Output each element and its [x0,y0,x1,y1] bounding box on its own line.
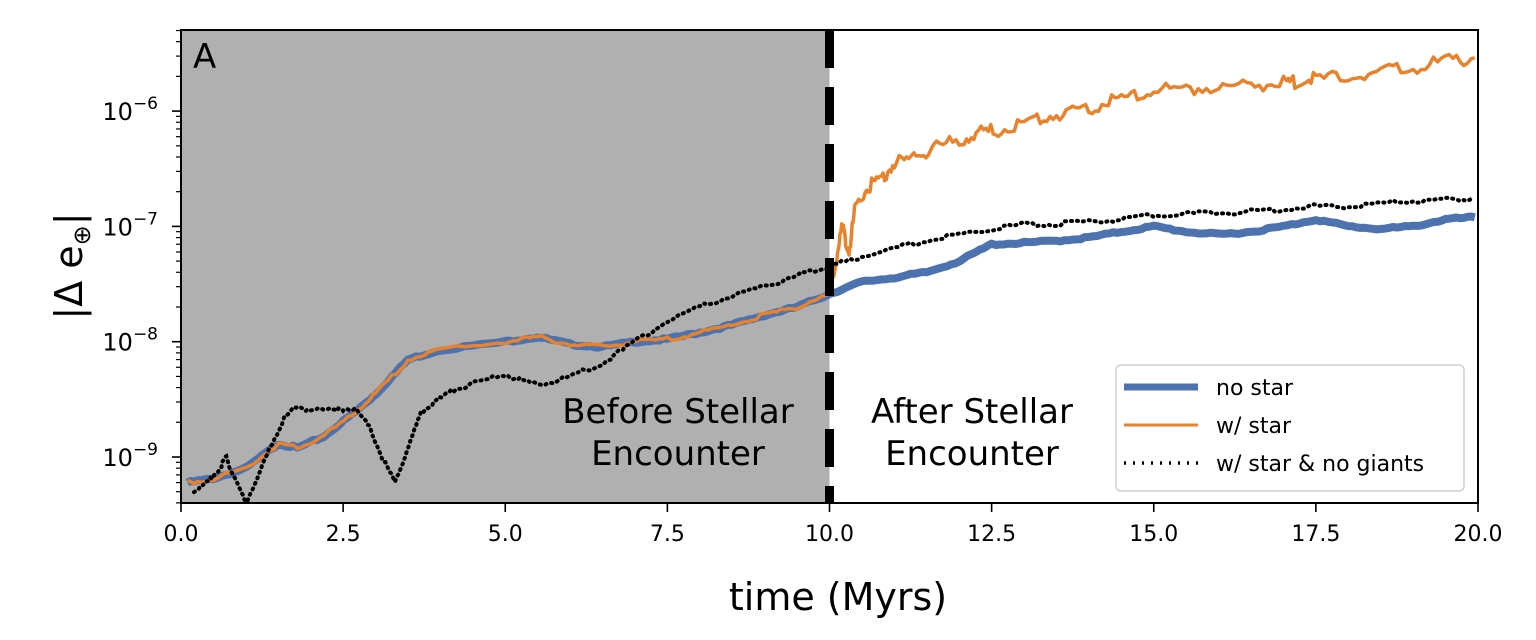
y-tick-label: 10−6 [102,94,158,126]
x-axis-label: time (Myrs) [729,575,947,619]
w-star-no-giants-series-line [192,195,1477,503]
panel-label: A [193,37,216,77]
y-axis: 10−9 10−8 10−7 10−6 [102,29,181,504]
x-tick-label: 15.0 [1129,522,1178,547]
y-axis-label: |Δ e⊕| [47,212,96,319]
after-encounter-label: After Stellar Encounter [871,392,1073,474]
x-tick-label: 17.5 [1291,522,1340,547]
x-tick-label: 7.5 [650,522,685,547]
before-encounter-shaded-region [181,30,830,503]
x-tick-label: 5.0 [488,522,523,547]
y-tick-label: 10−7 [102,209,158,241]
x-axis: 0.0 2.5 5.0 7.5 10.0 12.5 15.0 17.5 20.0 [164,503,1503,547]
plot-background [181,30,830,503]
legend: no star w/ star w/ star & no giants [1115,364,1465,492]
before-encounter-label: Before Stellar Encounter [562,392,794,474]
legend-box [1115,364,1465,492]
y-tick-label: 10−9 [102,440,158,472]
x-tick-label: 2.5 [326,522,361,547]
legend-label: w/ star [1216,414,1292,439]
legend-label: no star [1216,376,1294,401]
x-tick-label: 10.0 [805,522,854,547]
x-tick-label: 0.0 [164,522,199,547]
y-axis-label-text: |Δ e⊕| [47,212,96,319]
y-tick-label: 10−8 [102,325,158,357]
w-star-series-line [186,52,1476,486]
legend-label: w/ star & no giants [1216,452,1424,477]
x-tick-label: 20.0 [1454,522,1503,547]
x-tick-label: 12.5 [967,522,1016,547]
region-annotations: Before Stellar Encounter After Stellar Enco… [562,392,1073,474]
